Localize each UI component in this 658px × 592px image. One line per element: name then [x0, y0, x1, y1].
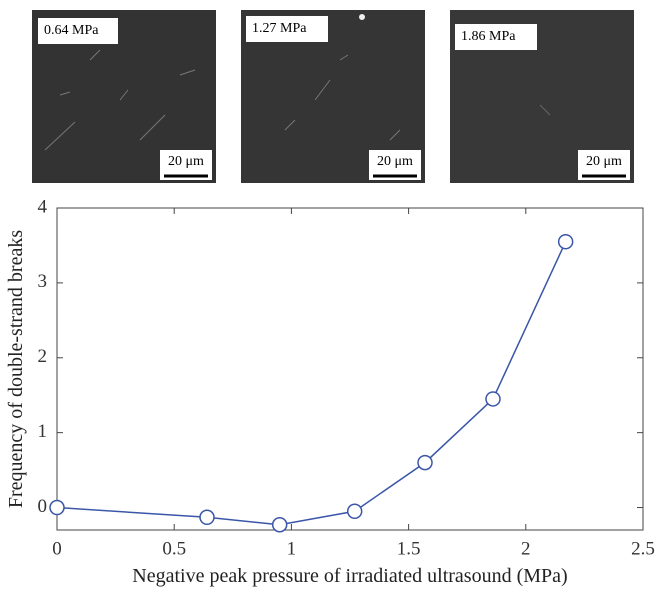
- panel: 0.64 MPa 20 μm: [32, 10, 216, 183]
- data-point: [417, 454, 433, 471]
- y-tick-label: 4: [38, 196, 48, 217]
- fiber: [539, 104, 551, 116]
- y-axis-label: Frequency of double-strand breaks: [5, 230, 27, 508]
- x-tick-label: 2.5: [631, 538, 655, 559]
- x-tick-label: 0.5: [162, 538, 186, 559]
- label-box: [38, 18, 118, 44]
- data-point: [485, 391, 501, 407]
- spot: [359, 14, 365, 20]
- data-point: [199, 509, 215, 526]
- x-tick-label: 2: [521, 538, 531, 559]
- panel-label: 0.64 MPa: [44, 23, 99, 38]
- fiber: [44, 49, 196, 151]
- scale-label: 20 μm: [168, 154, 204, 169]
- data-point: [557, 233, 574, 250]
- label-box: [246, 16, 328, 42]
- y-tick-label: 3: [38, 271, 48, 292]
- x-tick-label: 0: [52, 538, 62, 559]
- panel: 1.86 MPa 20 μm: [450, 10, 634, 183]
- x-axis-label: Negative peak pressure of irradiated ult…: [132, 565, 567, 587]
- fiber: [284, 54, 401, 141]
- data-point: [49, 499, 65, 516]
- panel-label: 1.86 MPa: [461, 29, 516, 44]
- y-tick-label: 0: [38, 496, 48, 517]
- label-box: [455, 24, 537, 50]
- data-line: [56, 241, 567, 526]
- x-tick-label: 1: [287, 538, 297, 559]
- data-point: [346, 503, 363, 520]
- scale-label: 20 μm: [586, 154, 622, 169]
- y-tick-label: 1: [38, 421, 48, 442]
- panel-label: 1.27 MPa: [252, 21, 307, 36]
- panel: 1.27 MPa 20 μm: [241, 10, 425, 183]
- scale-label: 20 μm: [377, 154, 413, 169]
- y-tick-label: 2: [38, 346, 48, 367]
- data-point: [271, 517, 288, 533]
- x-tick-label: 1.5: [397, 538, 421, 559]
- plot-frame: [56, 207, 644, 531]
